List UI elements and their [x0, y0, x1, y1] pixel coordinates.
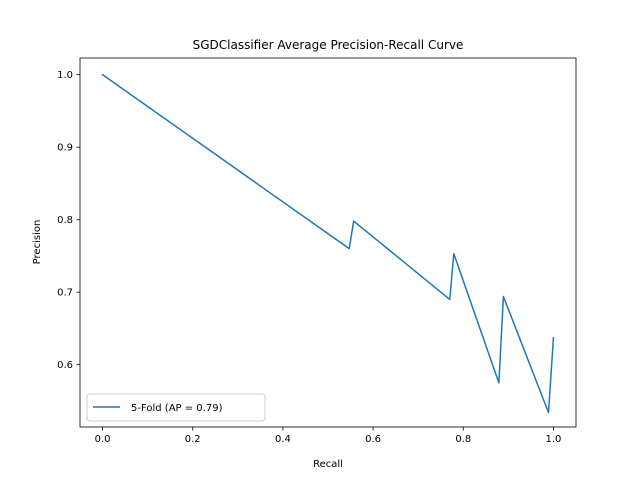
y-axis-label: Precision: [32, 220, 43, 265]
series-group: [101, 73, 555, 414]
y-tick-label-2: 0.8: [57, 215, 73, 226]
y-tick-label-0: 0.6: [57, 360, 73, 371]
x-tick-label-0: 0.0: [95, 434, 111, 445]
axes-frame: [79, 57, 577, 428]
y-tick-label-1: 0.7: [57, 288, 73, 299]
x-tick-label-1: 0.2: [185, 434, 201, 445]
x-tick-label-4: 0.8: [455, 434, 471, 445]
plot-area: [80, 58, 576, 427]
legend-label-5-fold: 5-Fold (AP = 0.79): [131, 403, 223, 414]
legend: 5-Fold (AP = 0.79): [86, 393, 266, 422]
x-axis: 0.0 0.2 0.4 0.6 0.8 1.0: [95, 427, 562, 445]
x-tick-label-2: 0.4: [275, 434, 291, 445]
series-line-0: [101, 73, 555, 414]
legend-box: [86, 393, 266, 422]
x-axis-label: Recall: [313, 459, 343, 470]
y-tick-label-4: 1.0: [57, 70, 73, 81]
x-tick-label-5: 1.0: [546, 434, 562, 445]
y-axis: 0.6 0.7 0.8 0.9 1.0: [57, 70, 80, 371]
x-tick-label-3: 0.6: [365, 434, 381, 445]
y-tick-label-3: 0.9: [57, 143, 73, 154]
chart-title: SGDClassifier Average Precision-Recall C…: [193, 38, 464, 52]
